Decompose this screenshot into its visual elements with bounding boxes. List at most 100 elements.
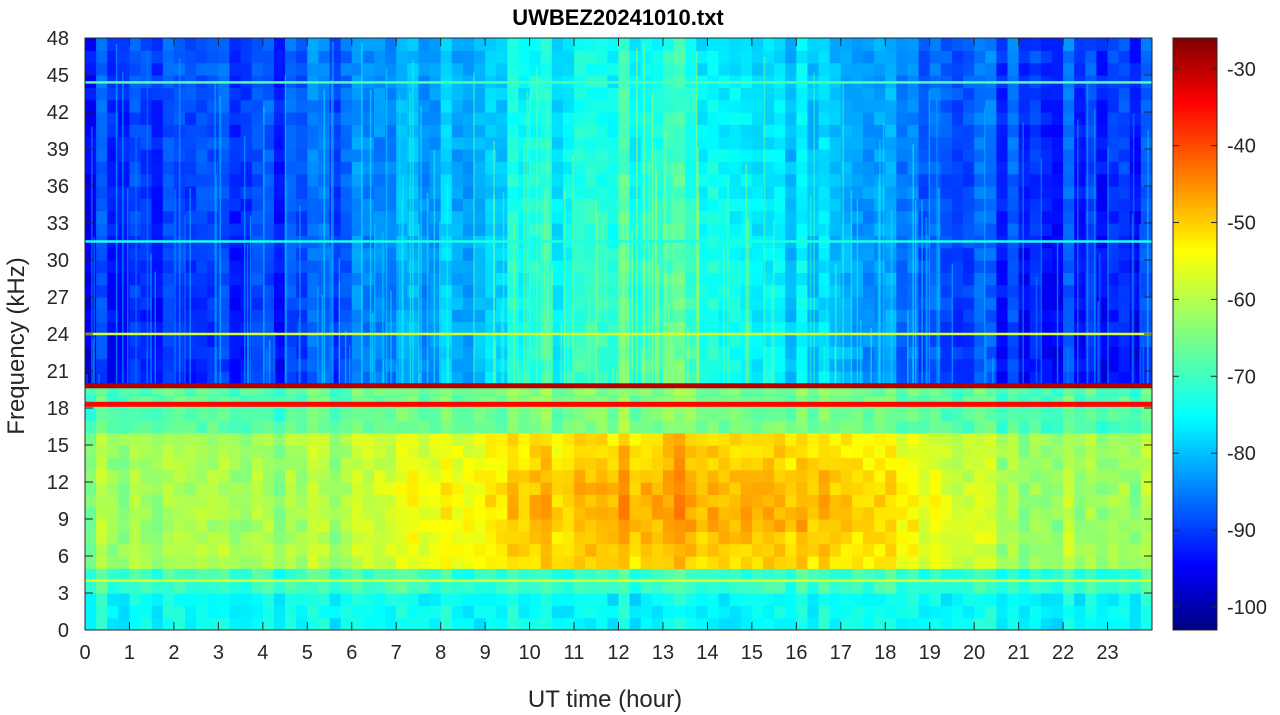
heatmap-cell bbox=[674, 99, 686, 113]
heatmap-cell bbox=[774, 506, 786, 520]
heatmap-cell bbox=[485, 543, 497, 557]
heatmap-cell bbox=[651, 605, 664, 619]
heatmap-cell bbox=[396, 556, 408, 569]
heatmap-cell bbox=[1107, 593, 1120, 606]
heatmap-cell bbox=[1063, 247, 1075, 261]
heatmap-cell bbox=[1063, 593, 1075, 606]
heatmap-cell bbox=[685, 334, 697, 347]
heatmap-cell bbox=[1018, 223, 1031, 236]
heatmap-cell bbox=[707, 198, 720, 212]
heatmap-cell bbox=[696, 260, 709, 273]
heatmap-cell bbox=[440, 62, 453, 76]
heatmap-cell bbox=[140, 457, 153, 471]
heatmap-cell bbox=[1140, 50, 1152, 64]
heatmap-cell bbox=[574, 260, 586, 273]
heatmap-cell bbox=[518, 50, 531, 64]
heatmap-cell bbox=[140, 321, 153, 335]
heatmap-cell bbox=[774, 198, 786, 212]
heatmap-cell bbox=[951, 38, 964, 51]
colorbar-axis: -30-40-50-60-70-80-90-100 bbox=[1173, 59, 1267, 619]
heatmap-cell bbox=[574, 161, 586, 175]
heatmap-cell bbox=[85, 469, 97, 483]
heatmap-cell bbox=[307, 38, 319, 51]
heatmap-cell bbox=[162, 605, 175, 619]
heatmap-cell bbox=[296, 272, 308, 286]
heatmap-cell bbox=[173, 519, 186, 532]
heatmap-cell bbox=[863, 321, 875, 335]
heatmap-cell bbox=[585, 358, 597, 372]
heatmap-cell bbox=[696, 605, 709, 619]
heatmap-cell bbox=[740, 149, 753, 162]
heatmap-cell bbox=[118, 580, 131, 594]
heatmap-cell bbox=[229, 420, 242, 434]
heatmap-cell bbox=[340, 568, 353, 582]
heatmap-cell bbox=[640, 408, 653, 421]
heatmap-cell bbox=[851, 556, 864, 569]
heatmap-cell bbox=[496, 284, 508, 298]
heatmap-cell bbox=[640, 617, 653, 630]
heatmap-cell bbox=[951, 161, 964, 175]
heatmap-cell bbox=[462, 519, 475, 532]
heatmap-cell bbox=[1018, 506, 1031, 520]
heatmap-cell bbox=[796, 445, 809, 458]
heatmap-cell bbox=[429, 531, 442, 545]
heatmap-cell bbox=[1063, 506, 1075, 520]
heatmap-cell bbox=[1018, 469, 1031, 483]
heatmap-cell bbox=[774, 617, 786, 630]
heatmap-cell bbox=[340, 161, 353, 175]
heatmap-cell bbox=[807, 99, 820, 113]
heatmap-cell bbox=[207, 580, 219, 594]
heatmap-cell bbox=[1074, 494, 1086, 508]
heatmap-cell bbox=[629, 284, 642, 298]
heatmap-cell bbox=[918, 297, 931, 310]
streak bbox=[826, 223, 828, 384]
heatmap-cell bbox=[940, 519, 953, 532]
heatmap-cell bbox=[562, 124, 575, 138]
heatmap-cell bbox=[596, 50, 608, 64]
heatmap-cell bbox=[629, 519, 642, 532]
heatmap-cell bbox=[707, 593, 720, 606]
heatmap-cell bbox=[85, 112, 97, 125]
heatmap-cell bbox=[129, 38, 142, 51]
heatmap-cell bbox=[1040, 358, 1053, 372]
heatmap-cell bbox=[629, 383, 642, 397]
heatmap-cell bbox=[1118, 543, 1131, 557]
heatmap-cell bbox=[562, 284, 575, 298]
heatmap-cell bbox=[974, 469, 986, 483]
heatmap-cell bbox=[1051, 580, 1064, 594]
heatmap-cell bbox=[1018, 297, 1031, 310]
heatmap-cell bbox=[362, 173, 375, 187]
heatmap-cell bbox=[162, 186, 175, 199]
streak bbox=[850, 190, 853, 384]
heatmap-cell bbox=[474, 173, 486, 187]
heatmap-cell bbox=[740, 408, 753, 421]
heatmap-cell bbox=[618, 223, 631, 236]
heatmap-cell bbox=[129, 593, 142, 606]
heatmap-cell bbox=[1074, 124, 1086, 138]
heatmap-cell bbox=[1029, 408, 1042, 421]
heatmap-cell bbox=[662, 198, 675, 212]
heatmap-cell bbox=[1107, 99, 1120, 113]
heatmap-cell bbox=[218, 87, 231, 101]
heatmap-cell bbox=[840, 62, 853, 76]
heatmap-cell bbox=[574, 482, 586, 495]
heatmap-cell bbox=[373, 50, 386, 64]
heatmap-cell bbox=[1074, 346, 1086, 360]
heatmap-cell bbox=[585, 309, 597, 323]
x-tick-label: 11 bbox=[564, 642, 585, 664]
heatmap-cell bbox=[462, 99, 475, 113]
heatmap-cell bbox=[1029, 580, 1042, 594]
heatmap-cell bbox=[685, 186, 697, 199]
heatmap-cell bbox=[1029, 136, 1042, 150]
heatmap-cell bbox=[96, 136, 108, 150]
heatmap-cell bbox=[1129, 432, 1142, 446]
heatmap-cell bbox=[518, 99, 531, 113]
heatmap-cell bbox=[440, 469, 453, 483]
heatmap-cell bbox=[540, 38, 553, 51]
heatmap-cell bbox=[518, 580, 531, 594]
heatmap-cell bbox=[1029, 247, 1042, 261]
heatmap-cell bbox=[629, 568, 642, 582]
heatmap-cell bbox=[529, 38, 542, 51]
heatmap-cell bbox=[629, 506, 642, 520]
heatmap-cell bbox=[129, 482, 142, 495]
